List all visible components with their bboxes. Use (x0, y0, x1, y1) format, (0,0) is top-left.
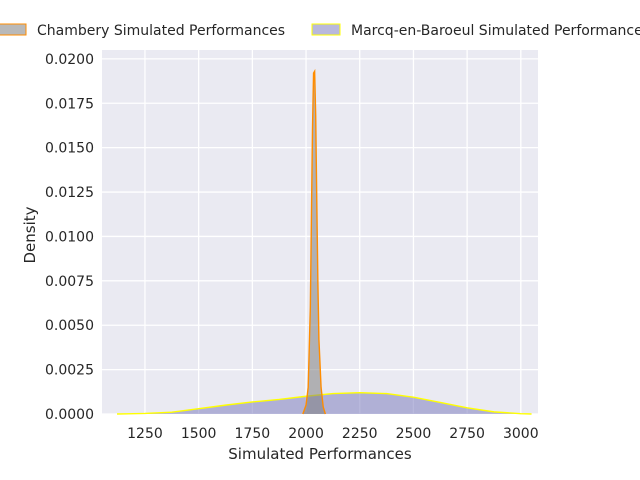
y-tick-label: 0.0175 (45, 96, 94, 112)
y-tick-label: 0.0200 (45, 52, 94, 68)
y-tick-label: 0.0050 (45, 318, 94, 334)
series-area-1 (117, 392, 532, 414)
x-tick-label: 1750 (235, 426, 271, 442)
legend-label-chambery: Chambery Simulated Performances (37, 23, 285, 39)
x-axis-title: Simulated Performances (228, 445, 412, 463)
x-axis-ticks: 1250 1500 1750 2000 2250 2500 2750 3000 (127, 426, 539, 442)
x-tick-label: 2000 (288, 426, 324, 442)
legend-swatch-marcq (311, 23, 341, 36)
x-tick-label: 2500 (396, 426, 432, 442)
x-tick-label: 1250 (127, 426, 163, 442)
x-tick-label: 1500 (181, 426, 217, 442)
x-tick-label: 2750 (449, 426, 485, 442)
y-tick-label: 0.0025 (45, 363, 94, 379)
legend: Chambery Simulated Performances Marcq-en… (0, 23, 640, 39)
series-area-0 (302, 71, 326, 415)
x-tick-label: 2250 (342, 426, 378, 442)
legend-label-marcq: Marcq-en-Baroeul Simulated Performances (351, 23, 640, 39)
series-layer (117, 68, 532, 415)
x-tick-label: 3000 (503, 426, 539, 442)
y-tick-label: 0.0000 (45, 407, 94, 423)
y-tick-label: 0.0100 (45, 229, 94, 245)
series-line-1 (117, 391, 532, 415)
y-tick-label: 0.0150 (45, 141, 94, 157)
y-tick-label: 0.0125 (45, 185, 94, 201)
y-axis-title: Density (21, 206, 39, 263)
legend-swatch-chambery (0, 23, 27, 36)
y-axis-ticks: 0.0000 0.0025 0.0050 0.0075 0.0100 0.0125 0.01… (45, 52, 94, 423)
series-line-0 (302, 68, 327, 415)
y-tick-label: 0.0075 (45, 274, 94, 290)
